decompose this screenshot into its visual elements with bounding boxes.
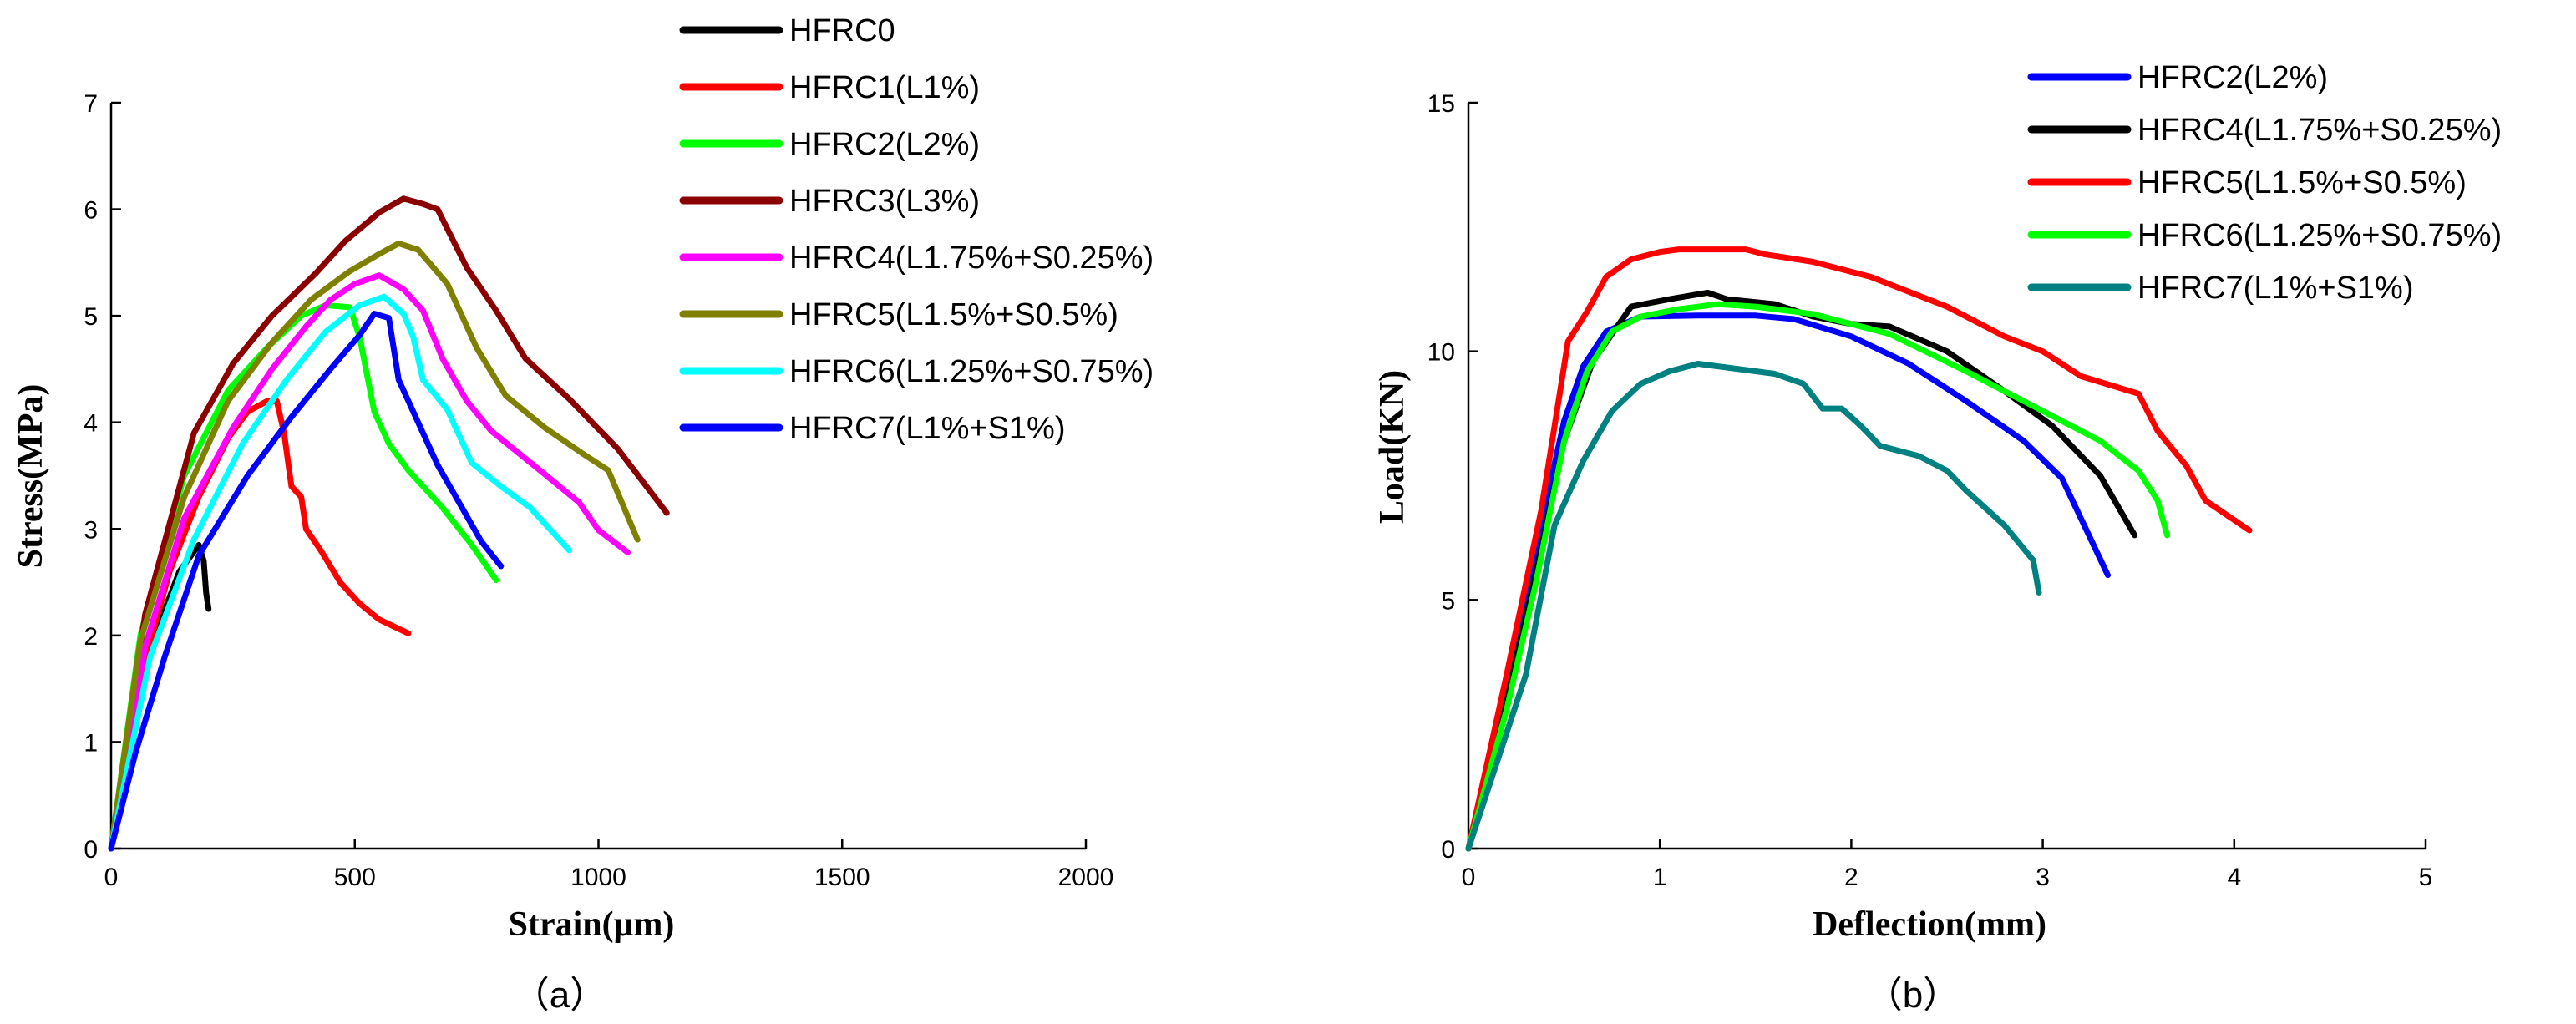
chart-a-x-axis-title: Strain(μm) <box>509 905 675 944</box>
chart-b-legend: HFRC2(L2%) HFRC4(L1.75%+S0.25%) HFRC5(L1.5… <box>2027 60 2502 306</box>
chart-a-x-tick-label: 1500 <box>814 864 870 891</box>
chart-a-y-tick-label: 2 <box>84 623 98 651</box>
chart-a-y-tick-label: 4 <box>84 410 98 438</box>
chart-a-y-axis-title: Stress(MPa) <box>12 384 50 569</box>
chart-a-legend-item: HFRC3(L3%) <box>679 184 980 219</box>
chart-b-legend-label: HFRC2(L2%) <box>2137 60 2328 95</box>
chart-b-series <box>1465 246 2253 852</box>
chart-b-x-ticks: 0 1 2 3 4 5 <box>1462 839 2433 891</box>
chart-b-x-tick-label: 2 <box>1844 864 1858 891</box>
chart-b-x-axis-title: Deflection(mm) <box>1813 905 2046 944</box>
chart-b-x-tick-label: 4 <box>2227 864 2241 891</box>
chart-a-legend-label: HFRC7(L1%+S1%) <box>789 411 1066 446</box>
chart-a-legend-item: HFRC5(L1.5%+S0.5%) <box>679 297 1118 332</box>
chart-a-legend-label: HFRC2(L2%) <box>789 127 980 162</box>
chart-b-legend-label: HFRC5(L1.5%+S0.5%) <box>2137 165 2467 200</box>
chart-a-legend-item: HFRC6(L1.25%+S0.75%) <box>679 354 1154 389</box>
chart-b-legend-label: HFRC7(L1%+S1%) <box>2137 271 2414 306</box>
chart-a-legend-label: HFRC1(L1%) <box>789 70 980 105</box>
chart-a-legend-item: HFRC7(L1%+S1%) <box>679 411 1066 446</box>
chart-a-legend-label: HFRC0 <box>789 13 895 48</box>
chart-b-legend-label: HFRC4(L1.75%+S0.25%) <box>2137 113 2502 148</box>
chart-a-legend-label: HFRC3(L3%) <box>789 184 980 219</box>
chart-b-legend-item: HFRC6(L1.25%+S0.75%) <box>2027 218 2502 253</box>
chart-b-legend-item: HFRC2(L2%) <box>2027 60 2328 95</box>
chart-b-legend-item: HFRC7(L1%+S1%) <box>2027 271 2414 306</box>
chart-a-legend-item: HFRC2(L2%) <box>679 127 980 162</box>
chart-a-legend-item: HFRC0 <box>679 13 895 48</box>
chart-b-legend-item: HFRC4(L1.75%+S0.25%) <box>2027 113 2502 148</box>
chart-a-y-tick-label: 0 <box>84 836 98 864</box>
chart-b-y-tick-label: 10 <box>1427 339 1455 367</box>
chart-a-legend-item: HFRC1(L1%) <box>679 70 980 105</box>
chart-a-legend-label: HFRC5(L1.5%+S0.5%) <box>789 297 1118 332</box>
chart-b: 0 5 10 15 0 1 2 3 4 5 Deflection(mm) Load(KN) （b… <box>1373 60 2502 1016</box>
chart-b-legend-label: HFRC6(L1.25%+S0.75%) <box>2137 218 2502 253</box>
chart-a-series-line-3 <box>108 195 670 852</box>
chart-a-y-tick-label: 5 <box>84 303 98 331</box>
chart-a-x-ticks: 0 500 1000 1500 2000 <box>104 839 1114 891</box>
chart-a: 0 1 2 3 4 5 6 7 0 500 1000 1500 2000 Strain(μm) Str… <box>12 13 1154 1016</box>
chart-a-x-tick-label: 2000 <box>1058 864 1114 891</box>
chart-b-series-line-4 <box>1465 361 2042 852</box>
chart-a-y-tick-label: 1 <box>84 729 98 757</box>
chart-b-y-ticks: 0 5 10 15 <box>1427 90 1478 864</box>
chart-a-y-ticks: 0 1 2 3 4 5 6 7 <box>84 90 121 864</box>
chart-a-series-line-4 <box>108 272 631 852</box>
chart-b-series-line-0 <box>1465 312 2111 852</box>
chart-a-y-tick-label: 6 <box>84 197 98 225</box>
chart-b-caption: （b） <box>1866 975 1960 1016</box>
chart-b-x-tick-label: 3 <box>2036 864 2050 891</box>
chart-a-y-tick-label: 7 <box>84 90 98 118</box>
chart-a-series-line-1 <box>108 398 412 852</box>
chart-b-x-tick-label: 0 <box>1462 864 1476 891</box>
chart-a-series-line-5 <box>108 240 641 852</box>
chart-b-series-line-3 <box>1465 301 2171 852</box>
chart-a-x-tick-label: 500 <box>334 864 376 891</box>
chart-b-y-tick-label: 0 <box>1441 836 1455 864</box>
chart-b-y-tick-label: 15 <box>1427 90 1455 118</box>
chart-a-caption: （a） <box>513 975 606 1016</box>
chart-a-series-line-6 <box>108 293 572 852</box>
chart-a-legend: HFRC0 HFRC1(L1%) HFRC2(L2%) HFRC3(L3%) HFRC4… <box>679 13 1154 446</box>
chart-b-x-tick-label: 5 <box>2419 864 2433 891</box>
chart-a-y-tick-label: 3 <box>84 516 98 544</box>
chart-b-y-tick-label: 5 <box>1441 587 1455 615</box>
chart-a-legend-label: HFRC4(L1.75%+S0.25%) <box>789 241 1154 276</box>
chart-a-series-line-2 <box>108 302 499 852</box>
chart-a-x-tick-label: 1000 <box>570 864 626 891</box>
chart-a-x-tick-label: 0 <box>104 864 119 891</box>
chart-b-series-line-2 <box>1465 246 2253 852</box>
chart-a-series-line-7 <box>108 311 505 852</box>
chart-b-y-axis-title: Load(KN) <box>1373 370 1412 524</box>
chart-b-legend-item: HFRC5(L1.5%+S0.5%) <box>2027 165 2467 200</box>
chart-b-x-tick-label: 1 <box>1653 864 1667 891</box>
chart-a-legend-item: HFRC4(L1.75%+S0.25%) <box>679 241 1154 276</box>
chart-a-series <box>108 195 670 852</box>
chart-a-legend-label: HFRC6(L1.25%+S0.75%) <box>789 354 1154 389</box>
chart-b-axes <box>1467 103 2426 850</box>
